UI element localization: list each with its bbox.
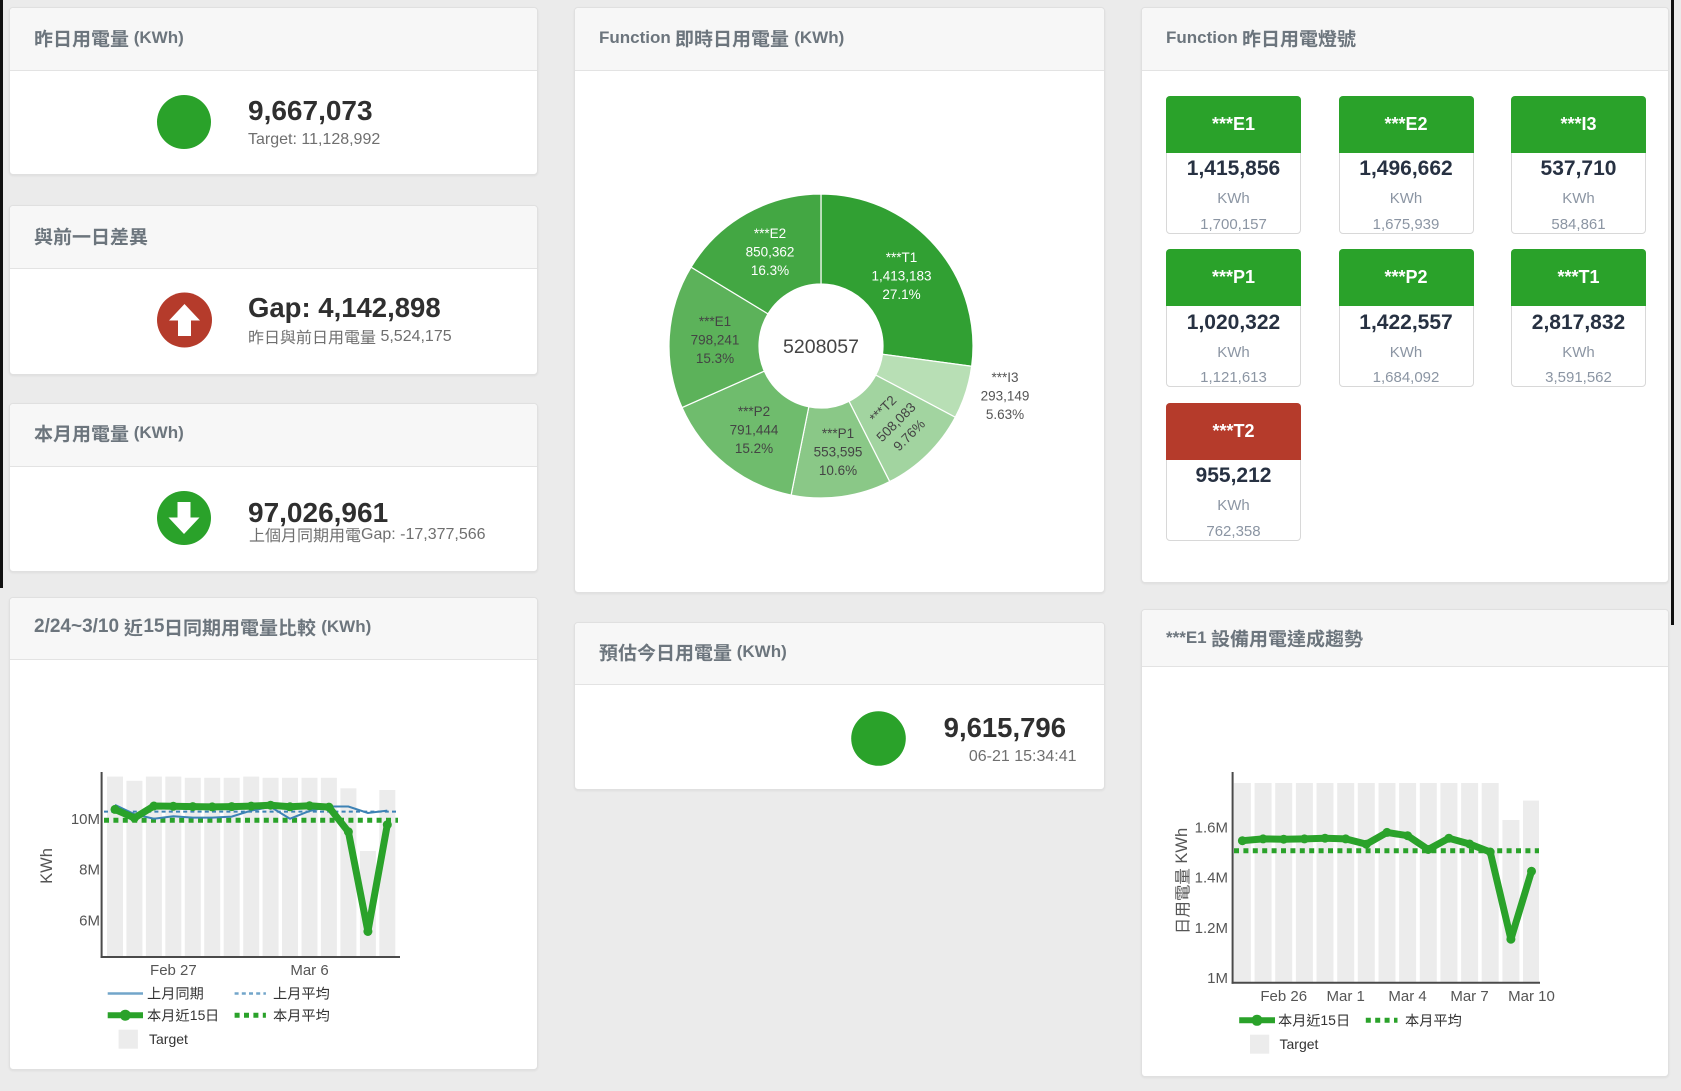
- svg-text:1M: 1M: [1207, 970, 1228, 987]
- svg-text:10M: 10M: [71, 811, 100, 828]
- svg-text:293,149: 293,149: [981, 389, 1030, 404]
- svg-text:10.6%: 10.6%: [819, 463, 857, 478]
- svg-text:***I3: ***I3: [991, 370, 1018, 385]
- svg-text:791,444: 791,444: [730, 423, 779, 438]
- svg-text:***E2: ***E2: [754, 226, 786, 241]
- svg-text:6M: 6M: [79, 913, 100, 930]
- svg-text:5.63%: 5.63%: [986, 407, 1024, 422]
- svg-text:5208057: 5208057: [783, 336, 859, 358]
- svg-text:553,595: 553,595: [814, 445, 863, 460]
- svg-text:1.4M: 1.4M: [1195, 869, 1228, 886]
- svg-text:Feb 27: Feb 27: [150, 962, 197, 979]
- svg-text:KWh: KWh: [38, 848, 56, 884]
- svg-text:8M: 8M: [79, 862, 100, 879]
- svg-text:***P1: ***P1: [822, 426, 854, 441]
- svg-text:Mar 1: Mar 1: [1327, 988, 1365, 1005]
- svg-text:***T1: ***T1: [886, 250, 918, 265]
- svg-text:15.2%: 15.2%: [735, 441, 773, 456]
- svg-text:1.6M: 1.6M: [1195, 819, 1228, 836]
- svg-text:798,241: 798,241: [691, 333, 740, 348]
- svg-text:1,413,183: 1,413,183: [871, 268, 931, 283]
- svg-text:850,362: 850,362: [746, 244, 795, 259]
- svg-text:Mar 10: Mar 10: [1508, 988, 1555, 1005]
- svg-text:Feb 26: Feb 26: [1260, 988, 1307, 1005]
- svg-text:***E1: ***E1: [699, 314, 731, 329]
- svg-text:Mar 7: Mar 7: [1450, 988, 1488, 1005]
- svg-text:16.3%: 16.3%: [751, 263, 789, 278]
- svg-text:Mar 6: Mar 6: [290, 962, 328, 979]
- svg-text:1.2M: 1.2M: [1195, 920, 1228, 937]
- svg-text:***P2: ***P2: [738, 404, 770, 419]
- svg-text:27.1%: 27.1%: [882, 287, 920, 302]
- svg-text:Mar 4: Mar 4: [1388, 988, 1426, 1005]
- svg-text:15.3%: 15.3%: [696, 351, 734, 366]
